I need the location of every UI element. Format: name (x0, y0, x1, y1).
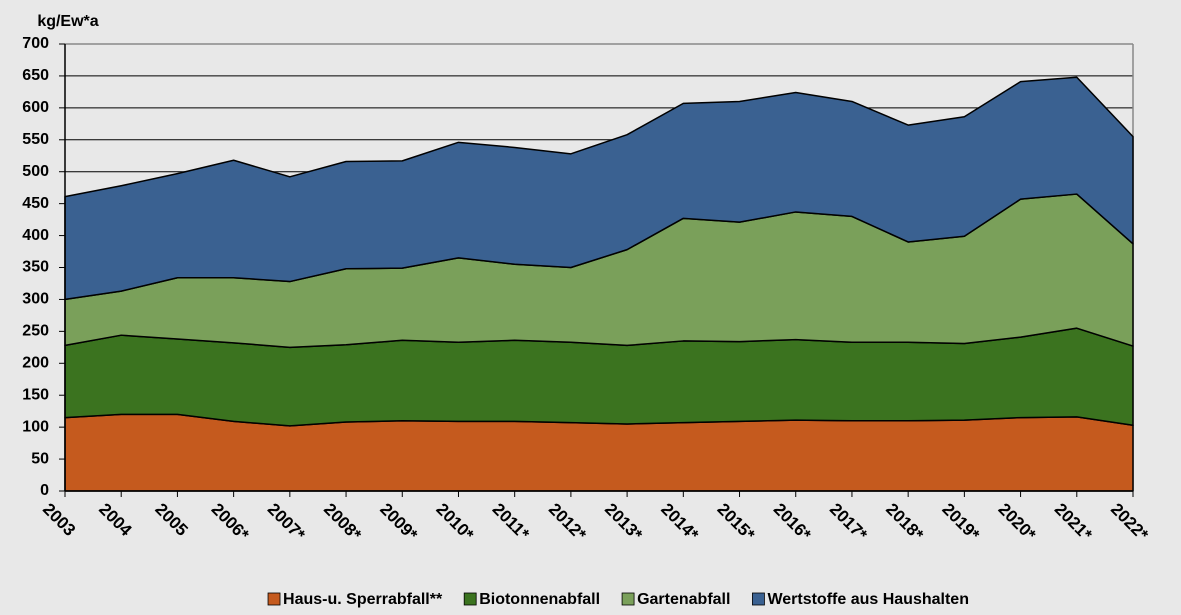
legend-swatch (267, 592, 281, 606)
legend-swatch (621, 592, 635, 606)
x-tick-label: 2013* (601, 500, 646, 545)
x-tick-label: 2010* (432, 500, 477, 545)
legend-label: Gartenabfall (637, 591, 730, 608)
y-tick-label: 150 (22, 386, 49, 403)
x-tick-label: 2004 (95, 500, 136, 541)
y-tick-label: 200 (22, 355, 49, 372)
x-tick-label: 2022* (1107, 500, 1152, 545)
x-tick-label: 2015* (714, 500, 759, 545)
x-tick-label: 2019* (938, 500, 983, 545)
legend-label: Haus-u. Sperrabfall** (283, 591, 443, 608)
x-tick-label: 2020* (995, 500, 1040, 545)
y-tick-label: 700 (22, 35, 49, 52)
legend: Haus-u. Sperrabfall** Biotonnenabfall Gart… (267, 591, 969, 608)
legend-label: Biotonnenabfall (479, 591, 600, 608)
x-tick-label: 2008* (320, 500, 365, 545)
x-tick-label: 2021* (1051, 500, 1096, 545)
x-tick-label: 2009* (376, 500, 421, 545)
y-tick-label: 450 (22, 195, 49, 212)
y-tick-label: 0 (40, 482, 49, 499)
legend-swatch (752, 592, 765, 606)
y-axis-label: kg/Ew*a (37, 13, 98, 30)
x-tick-label: 2011* (489, 500, 533, 544)
x-tick-label: 2003 (39, 500, 79, 540)
x-tick-label: 2018* (882, 500, 927, 545)
area (64, 413, 1134, 492)
area (64, 76, 1134, 301)
x-tick-label: 2014* (657, 500, 702, 545)
x-tick-label: 2017* (826, 500, 871, 545)
y-tick-label: 500 (22, 163, 49, 180)
x-tick-label: 2012* (545, 500, 590, 545)
x-tick-label: 2007* (264, 500, 309, 545)
y-tick-label: 350 (22, 259, 49, 276)
x-tick-label: 2016* (770, 500, 815, 545)
y-tick-label: 100 (22, 418, 49, 435)
y-tick-label: 300 (22, 291, 49, 308)
y-tick-label: 400 (22, 227, 49, 244)
y-tick-label: 650 (22, 67, 49, 84)
legend-swatch (463, 592, 477, 606)
y-tick-label: 50 (31, 450, 49, 467)
legend-label: Wertstoffe aus Haushalten (767, 591, 969, 608)
y-tick-label: 600 (22, 99, 49, 116)
y-tick-label: 250 (22, 323, 49, 340)
x-tick-label: 2006* (208, 500, 253, 545)
y-tick-label: 550 (22, 131, 49, 148)
x-tick-label: 2005 (151, 500, 191, 540)
